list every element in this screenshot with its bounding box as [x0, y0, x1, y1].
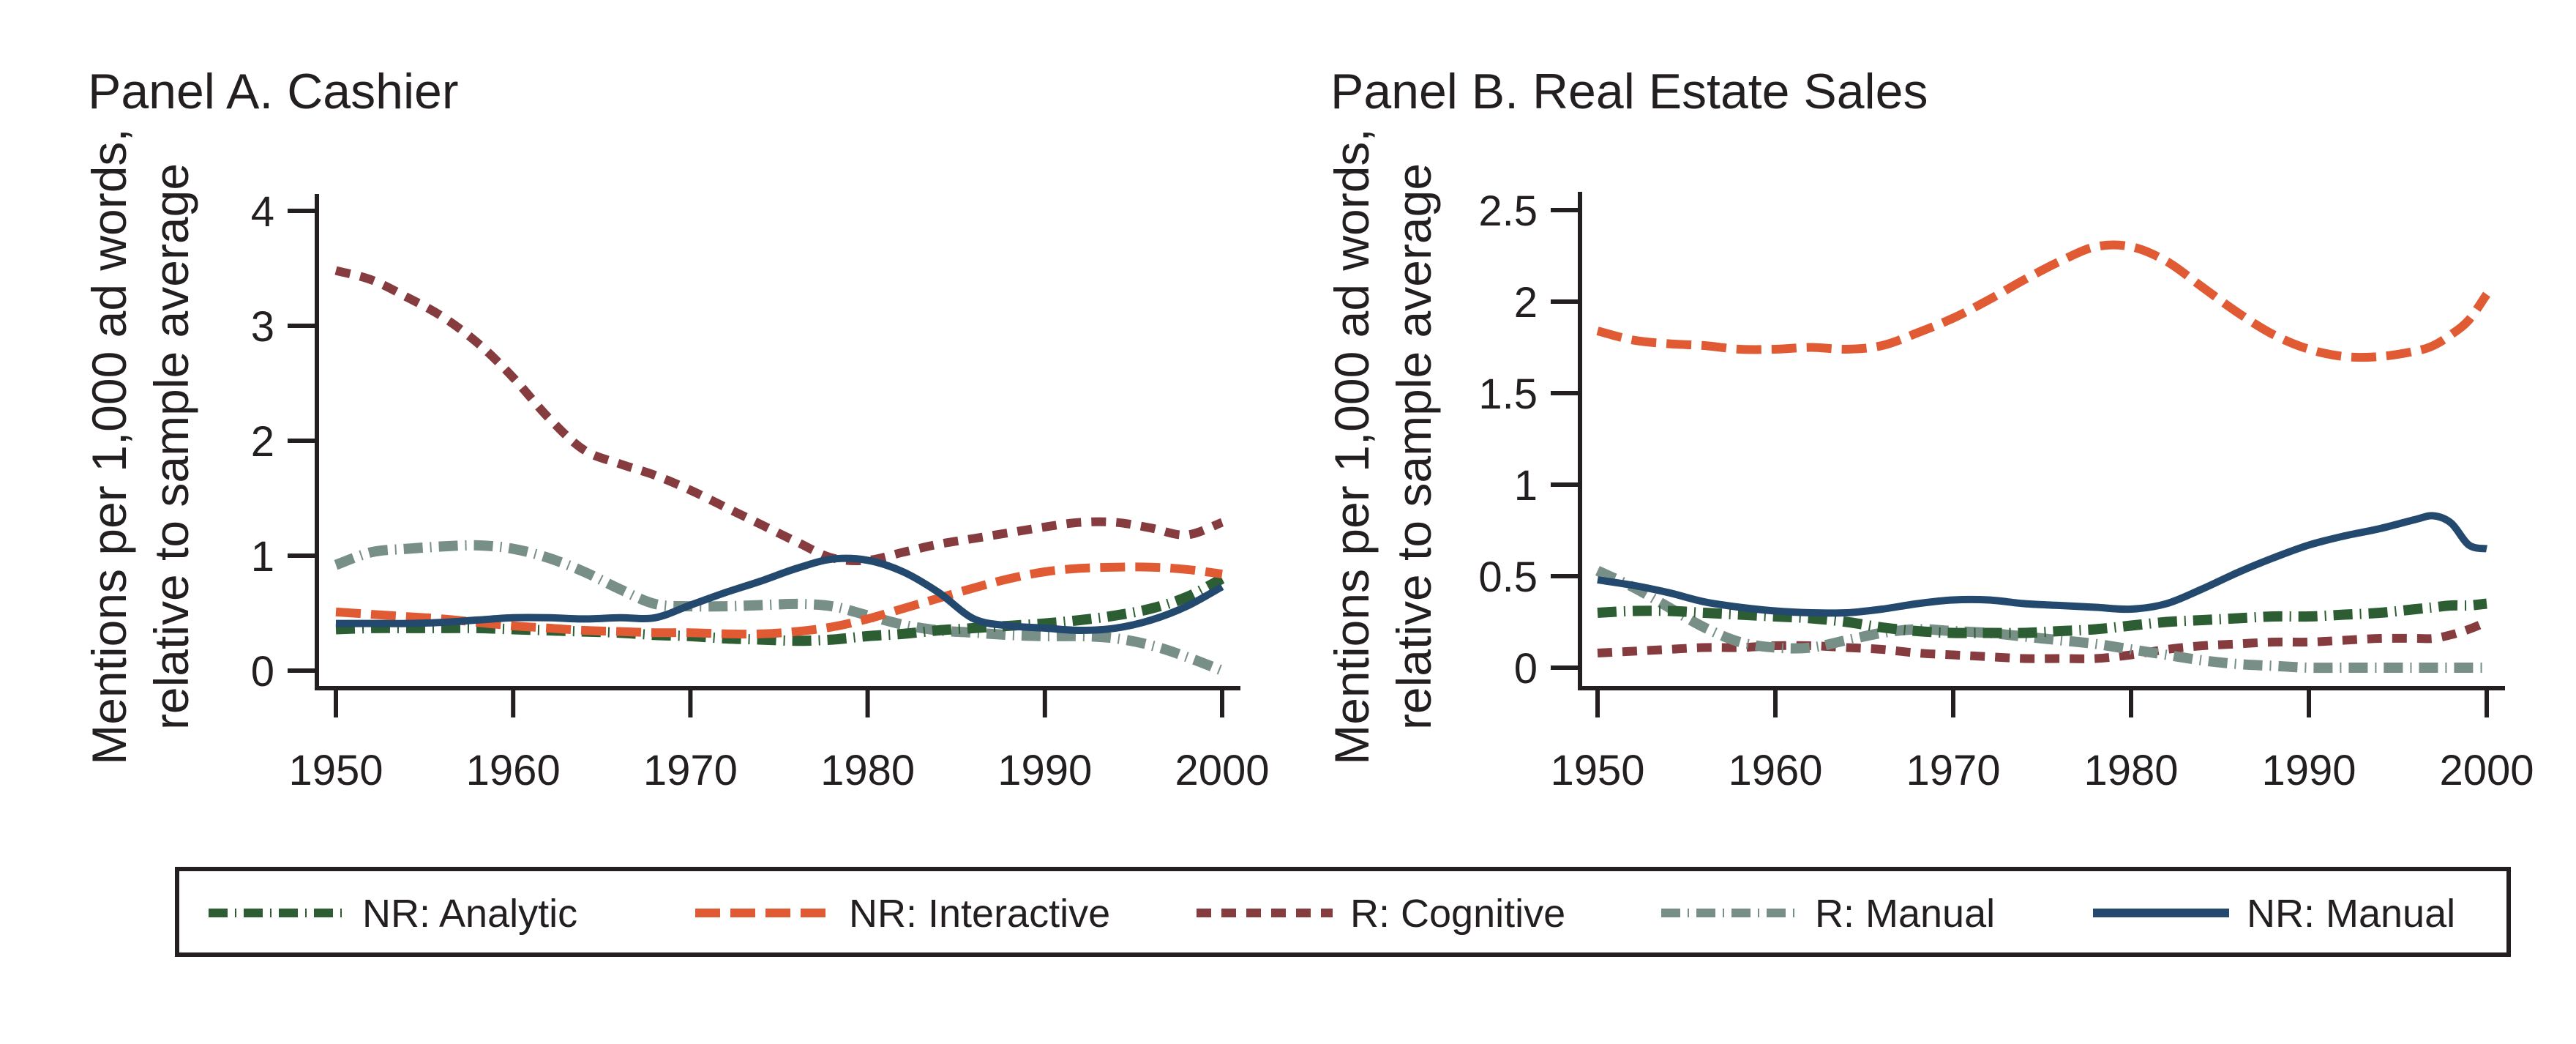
panel-b-ylabel-line1: Mentions per 1,000 ad words,	[1325, 128, 1379, 765]
panel-a-ylabel-line2: relative to sample average	[144, 163, 198, 730]
series-line-nr-interactive	[1596, 240, 2490, 362]
panel-a-cashier: Panel A. Cashier Mentions per 1,000 ad w…	[82, 64, 1270, 794]
legend-item-nr-interactive: NR: Interactive	[695, 892, 1110, 936]
legend-label: R: Manual	[1815, 892, 1995, 936]
y-tick-label: 2.5	[1478, 187, 1538, 235]
x-tick-label: 2000	[1175, 747, 1269, 794]
panel-b-lines	[1595, 240, 2490, 674]
y-tick-label: 1	[1514, 462, 1538, 510]
y-tick-label: 1	[251, 533, 274, 581]
panel-a-ylabel-line1: Mentions per 1,000 ad words,	[82, 128, 136, 765]
y-tick-label: 1.5	[1478, 370, 1538, 418]
series-line-nr-manual	[336, 554, 1224, 634]
y-tick-label: 4	[251, 188, 274, 236]
legend-label: NR: Analytic	[362, 892, 577, 936]
y-tick-label: 0.5	[1478, 553, 1538, 601]
panel-a-title: Panel A. Cashier	[88, 64, 459, 119]
legend-label: R: Cognitive	[1350, 892, 1565, 936]
x-tick-label: 1950	[288, 747, 383, 794]
series-line-r-manual	[1595, 566, 2487, 674]
panel-b-real-estate-sales: Panel B. Real Estate Sales Mentions per …	[1325, 64, 2534, 794]
x-tick-label: 1960	[1728, 747, 1822, 794]
legend-item-nr-manual: NR: Manual	[2093, 892, 2455, 936]
legend-item-r-manual: R: Manual	[1661, 892, 1995, 936]
panel-b-axes: 0 0.5 1 1.5 2 2.5 1950 1960 1970 1980 1990 2000	[1478, 187, 2534, 794]
legend-label: NR: Interactive	[849, 892, 1110, 936]
panel-a-axes: 0 1 2 3 4 1950 1960 1970 1980 1990 2000	[251, 188, 1270, 794]
x-tick-label: 2000	[2439, 747, 2534, 794]
x-tick-label: 1980	[2083, 747, 2178, 794]
series-line-nr-manual	[1597, 512, 2487, 617]
x-tick-label: 1990	[997, 747, 1092, 794]
panel-b-ylabel-line2: relative to sample average	[1387, 163, 1441, 730]
legend-item-nr-analytic: NR: Analytic	[209, 892, 577, 936]
legend-item-r-cognitive: R: Cognitive	[1197, 892, 1565, 936]
series-line-r-cognitive	[334, 266, 1224, 565]
series-line-nr-analytic	[335, 574, 1225, 646]
x-tick-label: 1970	[643, 747, 738, 794]
x-tick-label: 1960	[466, 747, 561, 794]
y-tick-label: 3	[251, 303, 274, 351]
x-tick-label: 1980	[820, 747, 915, 794]
y-tick-label: 0	[251, 648, 274, 696]
x-tick-label: 1950	[1550, 747, 1644, 794]
legend-label: NR: Manual	[2247, 892, 2455, 936]
y-tick-label: 0	[1514, 645, 1538, 693]
y-tick-label: 2	[251, 418, 274, 466]
panel-a-lines	[334, 266, 1225, 676]
legend: NR: Analytic NR: Interactive R: Cognitive R…	[175, 867, 2511, 957]
y-tick-label: 2	[1514, 279, 1538, 327]
series-line-r-manual	[334, 540, 1224, 676]
x-tick-label: 1970	[1906, 747, 2000, 794]
x-tick-label: 1990	[2261, 747, 2356, 794]
panel-b-title: Panel B. Real Estate Sales	[1330, 64, 1928, 119]
